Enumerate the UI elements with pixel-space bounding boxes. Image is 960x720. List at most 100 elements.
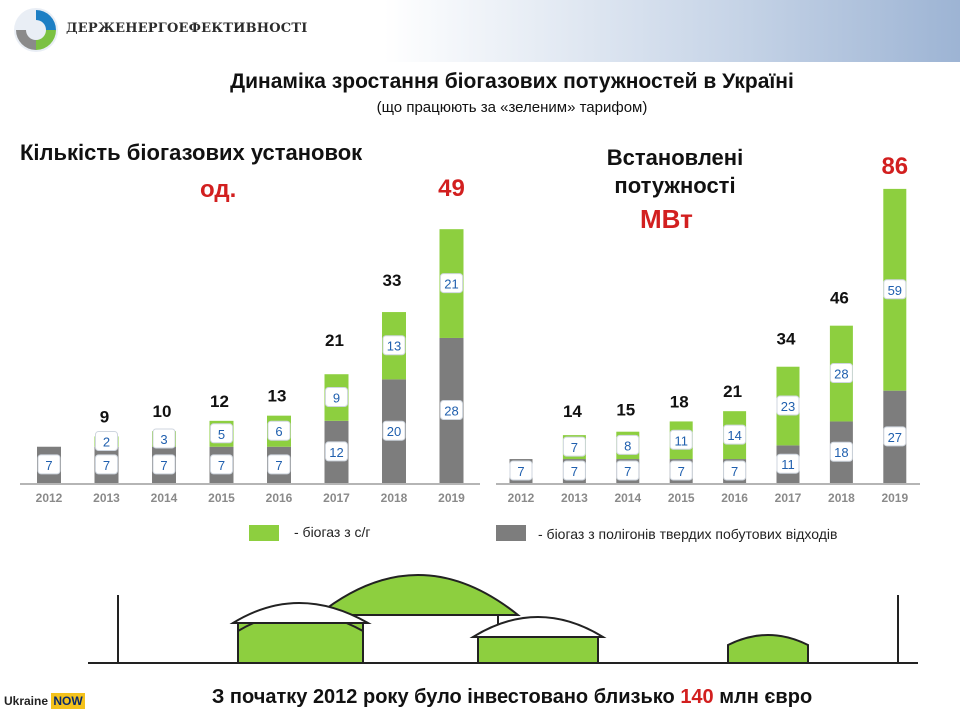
investment-suffix: млн євро — [713, 686, 813, 708]
value-label-gray: 7 — [103, 458, 110, 473]
right-chart-label-line2: потужності — [614, 173, 736, 198]
tick-label-year: 2015 — [208, 491, 235, 505]
ukraine-now-badge: Ukraine NOW — [4, 693, 85, 709]
value-label-green: 13 — [387, 339, 401, 354]
biogas-plant-illustration — [88, 574, 918, 664]
tick-label-year: 2018 — [381, 491, 408, 505]
value-label-gray-box — [883, 426, 907, 447]
value-label-green-box — [267, 420, 291, 441]
org-name: ДЕРЖЕНЕРГОЕФЕКТИВНОСТІ — [66, 21, 308, 36]
value-label-gray-box — [267, 454, 291, 475]
value-label-green: 14 — [727, 428, 741, 443]
tick-label-year: 2018 — [828, 491, 855, 505]
value-label-green: 9 — [333, 391, 340, 406]
value-label-green: 5 — [218, 427, 225, 442]
total-label: 18 — [670, 392, 689, 411]
tick-label-year: 2015 — [668, 491, 695, 505]
total-label: 14 — [563, 402, 582, 421]
right-unit: МВт — [640, 204, 693, 234]
value-label-gray: 7 — [160, 458, 167, 473]
value-label-gray: 7 — [218, 458, 225, 473]
value-label-green: 8 — [624, 438, 631, 453]
value-label-gray-box — [829, 441, 853, 462]
legend-green-swatch — [249, 525, 279, 541]
agency-logo-icon — [14, 8, 58, 52]
value-label-green: 11 — [674, 433, 688, 448]
value-label-green: 2 — [103, 435, 110, 450]
right-chart-label: Встановлені потужності — [590, 144, 760, 200]
value-label-green-box — [616, 434, 640, 455]
value-label-green-box — [325, 387, 348, 408]
value-label-green-box — [440, 273, 463, 294]
value-label-gray: 7 — [678, 464, 685, 479]
legend-gray-label: - біогаз з полігонів твердих побутових в… — [538, 526, 838, 542]
total-label: 21 — [723, 382, 742, 401]
value-label-gray-box — [723, 460, 747, 481]
value-label-gray: 7 — [275, 458, 282, 473]
ukraine-now-text: Ukraine — [4, 694, 49, 708]
header-band — [0, 0, 960, 62]
value-label-green: 6 — [275, 424, 282, 439]
value-label-green-box — [562, 436, 586, 457]
value-label-green-box — [382, 335, 406, 356]
tick-label-year: 2019 — [881, 491, 908, 505]
tick-label-year: 2017 — [323, 491, 350, 505]
value-label-gray-box — [509, 460, 533, 481]
value-label-gray: 18 — [834, 445, 848, 460]
value-label-green: 21 — [444, 277, 458, 292]
value-label-green-box — [776, 395, 800, 416]
value-label-gray: 28 — [444, 403, 458, 418]
tick-label-year: 2016 — [266, 491, 293, 505]
value-label-gray-box — [616, 460, 640, 481]
value-label-green-box — [95, 431, 118, 452]
value-label-green: 7 — [571, 440, 578, 455]
value-label-gray: 7 — [45, 458, 52, 473]
value-label-gray: 7 — [624, 464, 631, 479]
ukraine-now-now: NOW — [51, 693, 85, 709]
value-label-gray-box — [210, 454, 233, 475]
value-label-gray: 7 — [571, 464, 578, 479]
value-label-green-box — [669, 429, 693, 450]
value-label-green-box — [883, 279, 907, 300]
total-label: 12 — [210, 392, 229, 411]
value-label-gray-box — [37, 454, 61, 475]
value-label-gray: 11 — [781, 457, 795, 472]
total-label: 49 — [438, 175, 465, 202]
right-chart-label-line1: Встановлені — [606, 145, 744, 170]
page-subtitle: (що працюють за «зеленим» тарифом) — [376, 99, 648, 116]
tick-label-year: 2016 — [721, 491, 748, 505]
tick-label-year: 2019 — [438, 491, 465, 505]
investment-middle: року було інвестовано близько — [357, 686, 681, 708]
total-label: 34 — [777, 330, 796, 349]
total-label: 33 — [383, 271, 402, 290]
investment-amount: 140 — [680, 686, 714, 708]
investment-year: 2012 — [312, 686, 358, 708]
tick-label-year: 2013 — [93, 491, 120, 505]
total-label: 86 — [881, 153, 908, 180]
value-label-gray-box — [669, 460, 693, 481]
investment-prefix: З початку — [211, 686, 313, 708]
page-title: Динаміка зростання біогазових потужносте… — [230, 70, 794, 93]
value-label-green: 3 — [160, 432, 167, 447]
value-label-green: 23 — [781, 399, 795, 414]
total-label: 21 — [325, 331, 344, 350]
left-chart-label: Кількість біогазових установок — [20, 140, 363, 165]
value-label-gray-box — [440, 399, 463, 420]
legend-gray-swatch — [496, 525, 526, 541]
tick-label-year: 2017 — [775, 491, 802, 505]
value-label-gray: 27 — [888, 430, 902, 445]
total-label: 46 — [830, 289, 849, 308]
tick-label-year: 2014 — [614, 491, 641, 505]
value-label-green-box — [210, 423, 233, 444]
value-label-green: 59 — [888, 283, 902, 298]
value-label-green-box — [152, 428, 176, 449]
value-label-gray-box — [562, 460, 586, 481]
value-label-gray-box — [95, 454, 118, 475]
total-label: 9 — [100, 407, 109, 426]
value-label-green: 28 — [834, 367, 848, 382]
value-label-gray-box — [325, 441, 348, 462]
value-label-gray: 20 — [387, 424, 401, 439]
value-label-gray-box — [776, 453, 800, 474]
investment-note: З початку 2012 року було інвестовано бли… — [0, 686, 960, 709]
